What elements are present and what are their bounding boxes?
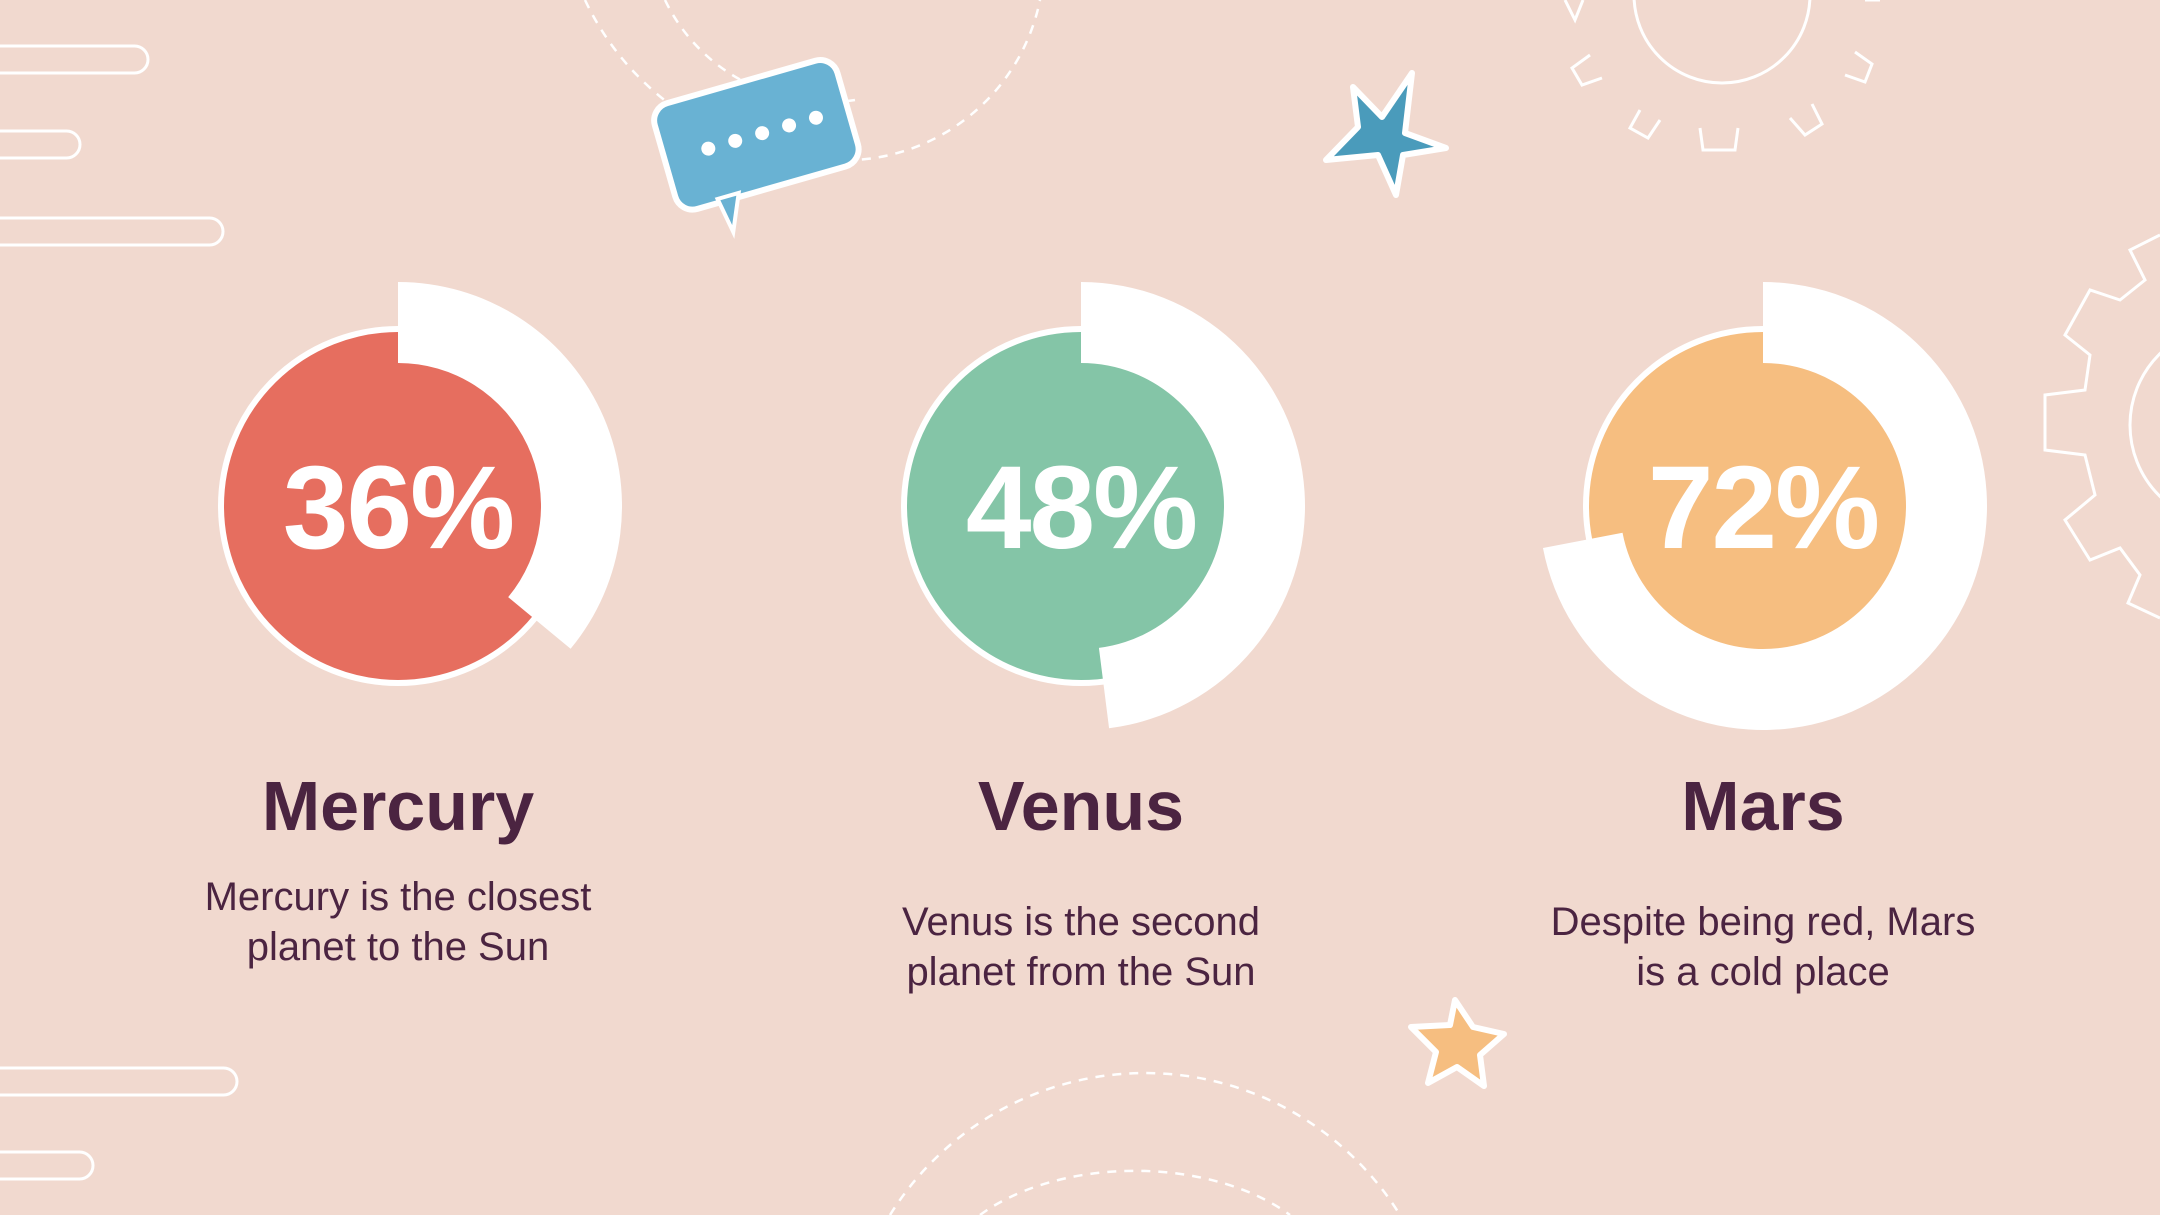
- venus-progress-arc: [1081, 282, 1306, 729]
- mercury-description: Mercury is the closest planet to the Sun: [204, 875, 592, 969]
- mercury-progress-arc: [398, 282, 622, 649]
- gear-icon: [1563, 0, 1880, 152]
- venus-percent: 48%: [965, 442, 1198, 574]
- rounded-lines: [0, 44, 239, 1181]
- speech-bubble-icon: [651, 57, 862, 239]
- venus-description: Venus is the second planet from the Sun: [901, 900, 1261, 994]
- mars-title: Mars: [1681, 767, 1845, 845]
- venus-title: Venus: [977, 767, 1185, 845]
- mars-description: Despite being red, Mars is a cold place: [1550, 900, 1976, 994]
- gear-icon: [2043, 233, 2160, 620]
- mercury-title: Mercury: [261, 767, 535, 845]
- star-icon: [1323, 70, 1449, 198]
- dashed-arcs: [583, 0, 1402, 1215]
- mars-progress-arc: [1542, 282, 1988, 730]
- star-icon: [1408, 997, 1507, 1089]
- mars-percent: 72%: [1647, 442, 1880, 574]
- mercury-percent: 36%: [282, 442, 515, 574]
